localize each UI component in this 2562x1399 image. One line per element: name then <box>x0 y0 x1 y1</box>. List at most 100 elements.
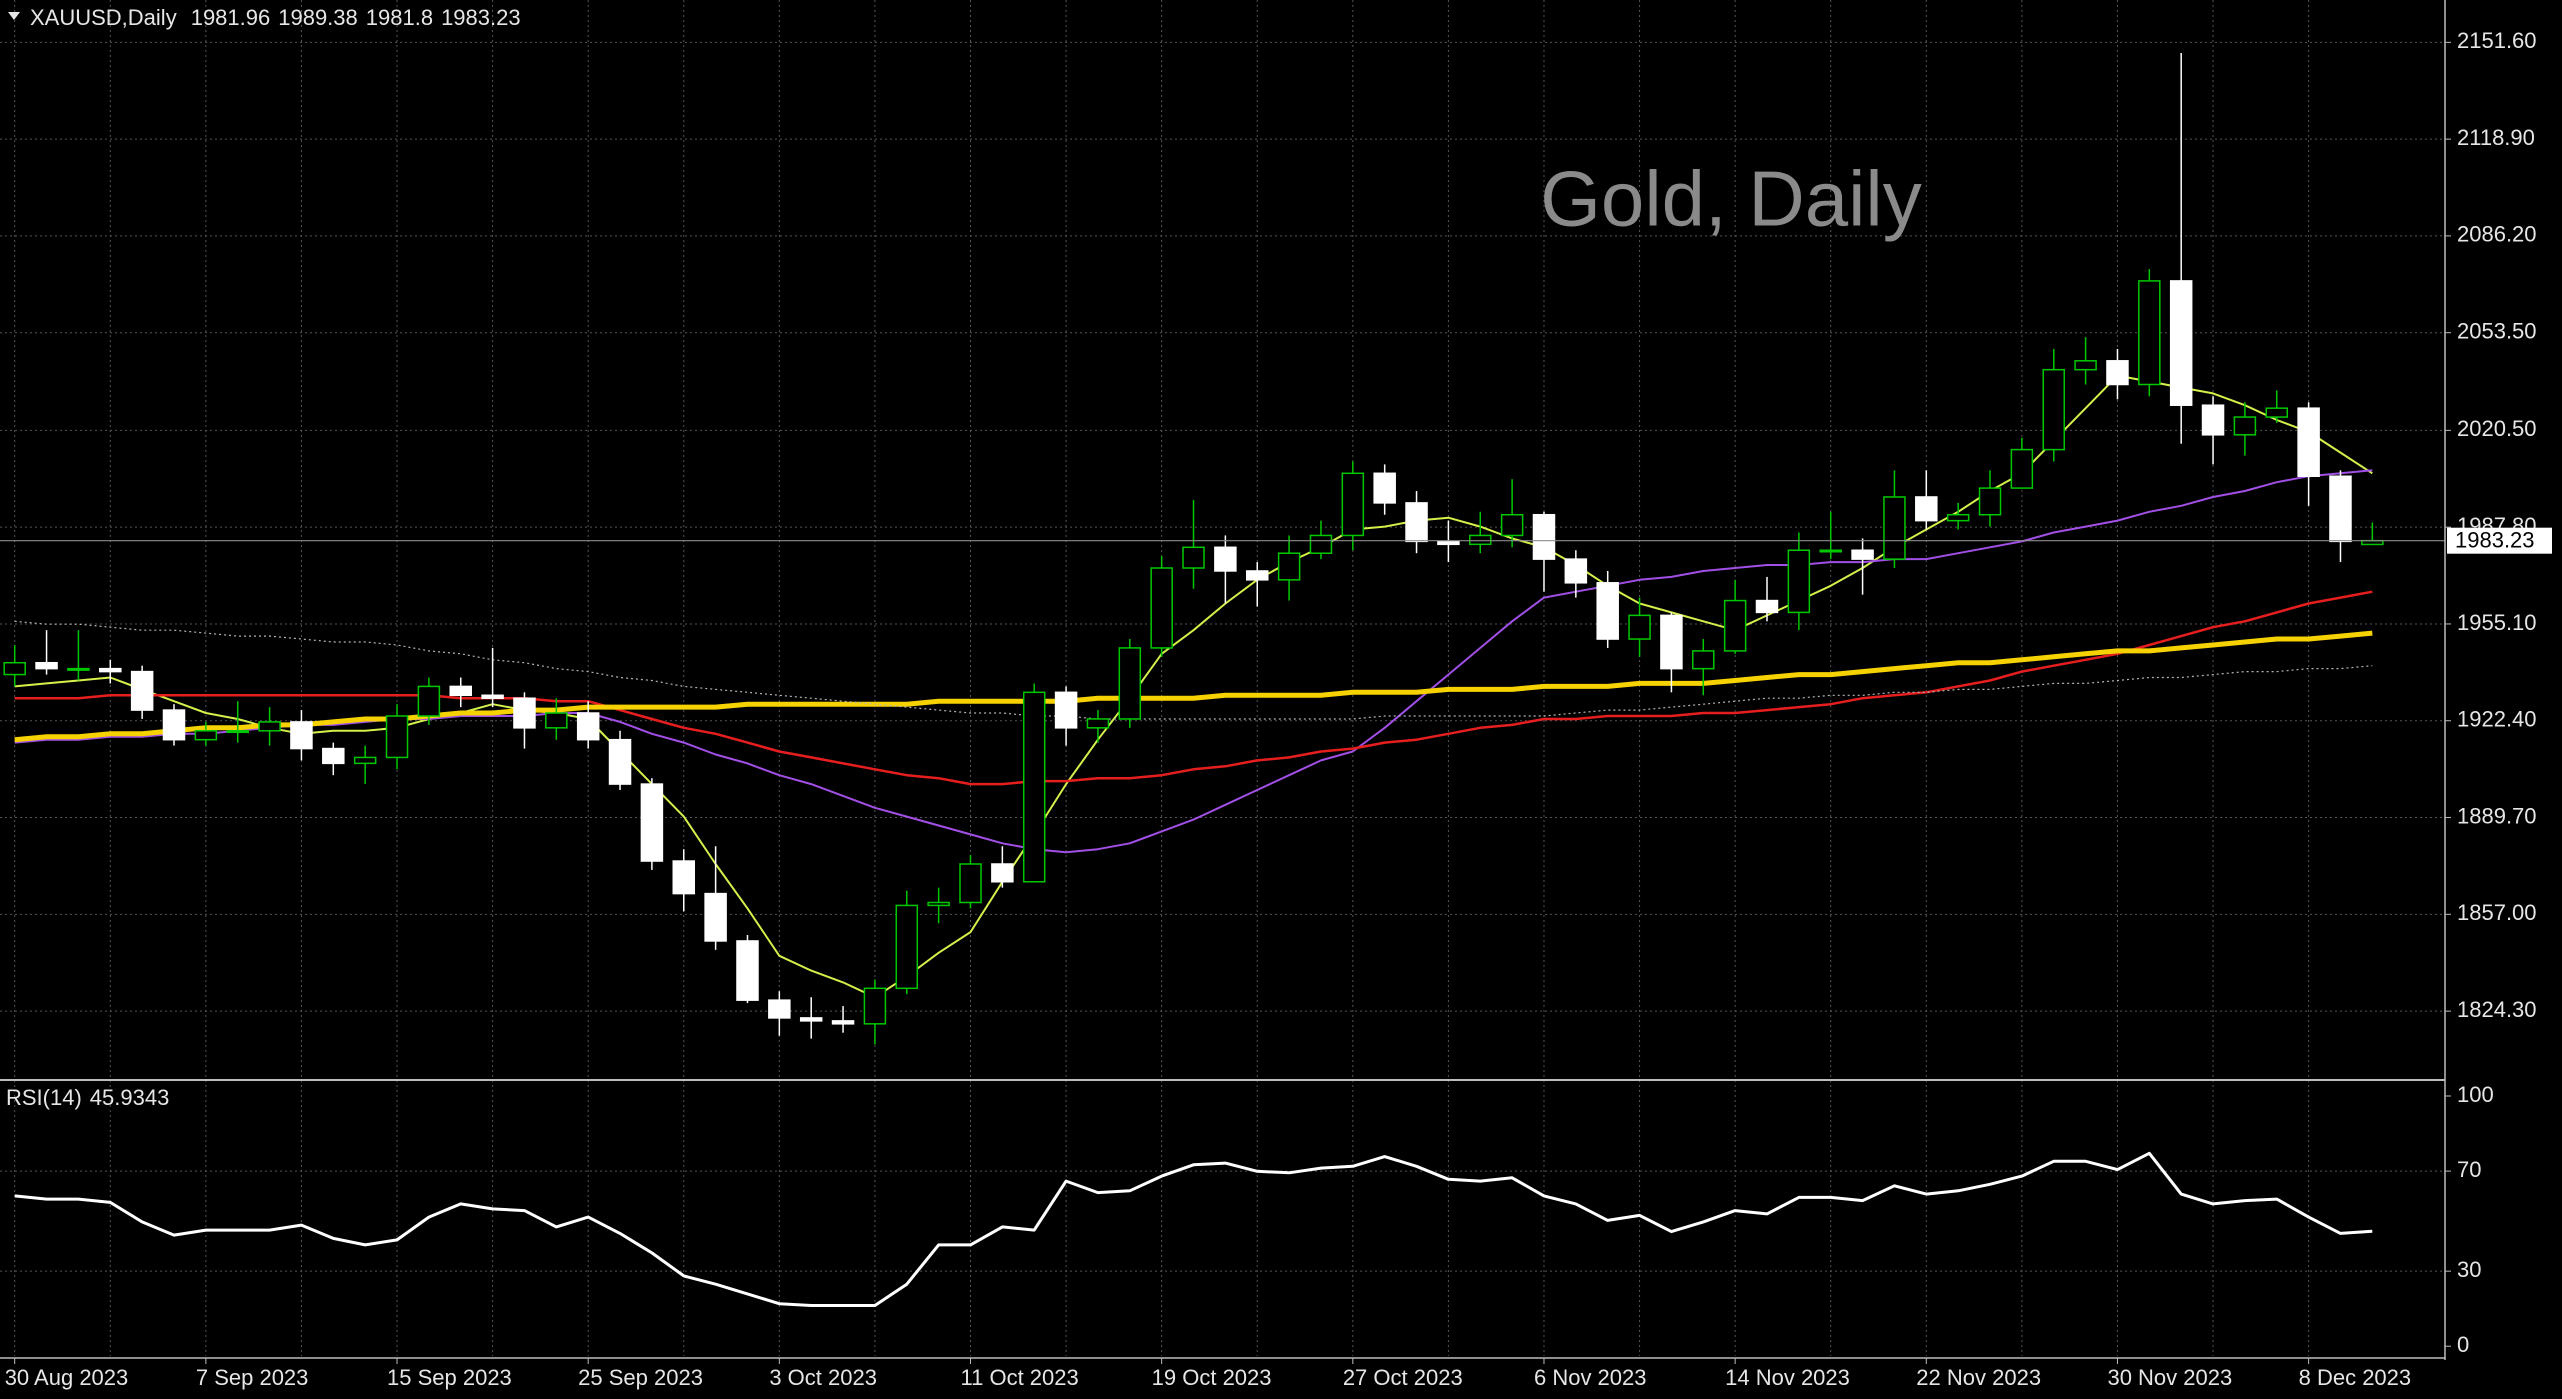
candle-body <box>67 667 90 671</box>
moving-average-line <box>14 620 2373 720</box>
candle-body <box>736 940 759 1001</box>
candle-body <box>2010 448 2034 489</box>
price-plot <box>0 52 2445 1045</box>
candle-body <box>481 694 504 699</box>
candle-body <box>1245 570 1269 581</box>
candle-body <box>1755 599 1779 614</box>
close-value: 1983.23 <box>441 5 521 30</box>
candle-body <box>35 661 58 670</box>
rsi-plot <box>14 1151 2373 1307</box>
y-tick-label: 2053.50 <box>2457 319 2537 344</box>
candle-body <box>1564 558 1588 584</box>
candle-body <box>1500 513 1524 537</box>
candle-body <box>1150 567 1173 649</box>
candle-body <box>927 901 950 907</box>
watermark: Gold, Daily <box>1540 155 1921 243</box>
candle-body <box>2169 280 2193 406</box>
menu-triangle[interactable] <box>8 12 20 20</box>
low-value: 1981.8 <box>366 5 433 30</box>
candle-body <box>1660 614 1683 670</box>
candle-body <box>1182 546 1205 569</box>
x-tick-label: 11 Oct 2023 <box>961 1365 1079 1390</box>
y-tick-label: 1889.70 <box>2457 803 2537 828</box>
candle-body <box>2106 360 2129 386</box>
y-tick-label: 2086.20 <box>2457 222 2537 247</box>
candle-body <box>1054 691 1078 729</box>
candle-body <box>1978 487 2002 516</box>
x-tick-label: 8 Dec 2023 <box>2299 1365 2412 1390</box>
candle-body <box>2265 407 2289 418</box>
y-tick-label: 2020.50 <box>2457 416 2537 441</box>
candle-body <box>417 685 441 717</box>
candle-body <box>1469 534 1492 546</box>
candle-body <box>640 783 664 862</box>
candle-body <box>863 987 887 1025</box>
candle-body <box>3 661 26 676</box>
y-tick-label: 1824.30 <box>2457 997 2537 1022</box>
candle-body <box>1628 614 1651 640</box>
x-tick-label: 15 Sep 2023 <box>387 1365 512 1390</box>
candle-body <box>2201 404 2225 436</box>
candle-body <box>1277 552 1301 581</box>
symbol: XAUUSD,Daily <box>30 5 177 30</box>
candle-body <box>1596 582 1619 640</box>
rsi-value: 45.9343 <box>90 1085 170 1110</box>
current-price-label: 1983.23 <box>2455 527 2535 552</box>
candle-body <box>1851 549 1874 560</box>
candle-body <box>1437 540 1460 546</box>
candle-body <box>1086 718 1110 729</box>
candle-body <box>513 697 536 729</box>
rsi-tick-label: 30 <box>2457 1257 2481 1282</box>
candle-body <box>1309 534 1333 554</box>
rsi-tick-label: 0 <box>2457 1332 2469 1357</box>
candle-body <box>1341 472 1365 537</box>
candle-body <box>959 863 982 904</box>
x-tick-label: 22 Nov 2023 <box>1916 1365 2041 1390</box>
candle-body <box>290 721 313 750</box>
candle-body <box>258 721 281 732</box>
rsi-header: RSI(14) 45.9343 <box>6 1085 169 1110</box>
y-tick-label: 2151.60 <box>2457 28 2537 53</box>
axis-layer: 2151.602118.902086.202053.502020.501987.… <box>5 28 2552 1390</box>
candle-body <box>1022 691 1046 883</box>
candle-body <box>895 904 919 990</box>
candle-body <box>991 863 1014 883</box>
candle-body <box>1946 513 1970 522</box>
candle-body <box>194 730 218 741</box>
candle-body <box>385 715 409 759</box>
candle-body <box>672 860 696 895</box>
candle-body <box>768 999 791 1019</box>
candle-body <box>1405 502 1428 543</box>
candle-body <box>1692 650 1715 670</box>
candle-body <box>2138 280 2161 386</box>
candle-body <box>1723 599 1747 652</box>
candle-body <box>322 747 345 765</box>
candle-body <box>1915 496 1938 522</box>
candle-body <box>1214 546 1237 572</box>
x-tick-label: 14 Nov 2023 <box>1725 1365 1850 1390</box>
candle-body <box>2297 407 2320 477</box>
candle-body <box>608 738 632 785</box>
open-value: 1981.96 <box>191 5 271 30</box>
y-tick-label: 1955.10 <box>2457 610 2537 635</box>
x-tick-label: 25 Sep 2023 <box>578 1365 703 1390</box>
candle-body <box>2074 360 2097 371</box>
x-tick-label: 3 Oct 2023 <box>769 1365 877 1390</box>
x-tick-label: 27 Oct 2023 <box>1343 1365 1463 1390</box>
candle-body <box>1883 496 1906 560</box>
x-tick-label: 19 Oct 2023 <box>1152 1365 1272 1390</box>
rsi-label: RSI(14) <box>6 1085 82 1110</box>
x-tick-label: 30 Nov 2023 <box>2107 1365 2232 1390</box>
candle-body <box>799 1017 823 1022</box>
candle-body <box>2042 368 2065 451</box>
rsi-tick-label: 70 <box>2457 1157 2481 1182</box>
chart-header: XAUUSD,Daily 1981.96 1989.38 1981.8 1983.23 <box>30 5 521 30</box>
candle-body <box>2233 416 2257 436</box>
grid-layer <box>0 0 2445 1356</box>
high-value: 1989.38 <box>278 5 358 30</box>
y-tick-label: 1857.00 <box>2457 900 2537 925</box>
x-tick-label: 30 Aug 2023 <box>5 1365 129 1390</box>
current-price-box <box>2447 527 2552 554</box>
candle-body <box>1118 647 1142 720</box>
rsi-tick-label: 100 <box>2457 1082 2494 1107</box>
